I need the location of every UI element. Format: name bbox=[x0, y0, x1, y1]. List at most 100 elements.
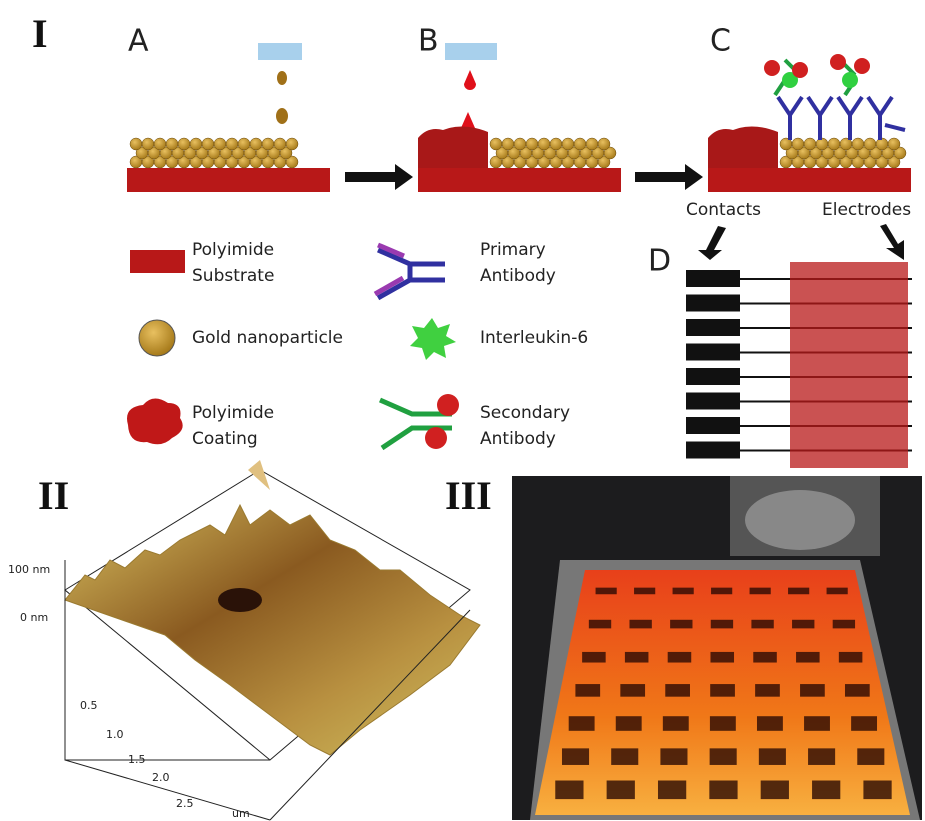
electrode-array bbox=[611, 748, 638, 765]
afm-image bbox=[65, 460, 480, 820]
contacts-label: Contacts bbox=[686, 200, 761, 220]
step-label: B bbox=[418, 24, 439, 59]
z-label: 100 nm bbox=[8, 563, 50, 576]
unit-label: um bbox=[232, 807, 250, 820]
legend-label: Substrate bbox=[192, 266, 274, 286]
electrodes-label: Electrodes bbox=[822, 200, 911, 220]
gold-particle bbox=[490, 138, 502, 150]
electrode-array bbox=[607, 781, 635, 800]
electrode-array bbox=[634, 588, 655, 595]
electrode-array bbox=[827, 588, 848, 595]
gold-particle bbox=[828, 138, 840, 150]
dispenser bbox=[258, 43, 497, 135]
contact-pad bbox=[686, 295, 740, 312]
electrode-array bbox=[709, 781, 737, 800]
electrode-array bbox=[625, 652, 649, 663]
electrode-array bbox=[755, 684, 780, 697]
contact-pad bbox=[686, 417, 740, 434]
electrode-array bbox=[833, 620, 855, 629]
legend-label: Interleukin-6 bbox=[480, 328, 588, 348]
electrode-diagram bbox=[686, 224, 912, 468]
gold-particle bbox=[214, 138, 226, 150]
legend-label: Polyimide bbox=[192, 240, 274, 260]
electrode-array bbox=[711, 620, 733, 629]
electrode-array bbox=[759, 748, 786, 765]
electrode-array bbox=[792, 620, 814, 629]
gold-particle bbox=[286, 138, 298, 150]
gold-particle bbox=[250, 138, 262, 150]
gold-particle bbox=[538, 138, 550, 150]
electrode-array bbox=[753, 652, 777, 663]
photo bbox=[512, 476, 922, 820]
electrode-array bbox=[711, 588, 732, 595]
step-label: A bbox=[128, 24, 149, 59]
electrode-array bbox=[851, 716, 877, 731]
figure: I A B C D PolyimideSubstratePrimaryAntib… bbox=[0, 0, 925, 821]
legend-label: Polyimide bbox=[192, 403, 274, 423]
electrode-array bbox=[857, 748, 884, 765]
electrode-array bbox=[750, 588, 771, 595]
electrode-array bbox=[751, 620, 773, 629]
x-label: 1.0 bbox=[106, 728, 124, 741]
gold-particle bbox=[852, 138, 864, 150]
electrode-array bbox=[710, 748, 737, 765]
electrode-array bbox=[620, 684, 645, 697]
gold-particle bbox=[202, 138, 214, 150]
electrode-array bbox=[863, 781, 891, 800]
electrode-array bbox=[710, 652, 734, 663]
electrode-array bbox=[788, 588, 809, 595]
electrode-array bbox=[710, 684, 735, 697]
gold-particle bbox=[792, 138, 804, 150]
panel-label: III bbox=[445, 473, 492, 518]
electrode-array bbox=[562, 748, 589, 765]
x-label: 1.5 bbox=[128, 753, 146, 766]
legend-label: Primary bbox=[480, 240, 546, 260]
electrode-array bbox=[808, 748, 835, 765]
electrode-array bbox=[660, 748, 687, 765]
electrode-array bbox=[616, 716, 642, 731]
gold-particle bbox=[238, 138, 250, 150]
electrode-array bbox=[658, 781, 686, 800]
contact-pad bbox=[686, 393, 740, 410]
electrode-array bbox=[582, 652, 606, 663]
contact-pad bbox=[686, 270, 740, 287]
x-label: 0.5 bbox=[80, 699, 98, 712]
legend-label: Coating bbox=[192, 429, 258, 449]
gold-particle bbox=[142, 138, 154, 150]
gold-particle bbox=[262, 138, 274, 150]
antibodies bbox=[764, 54, 905, 140]
contact-pad bbox=[686, 368, 740, 385]
electrode-array bbox=[710, 716, 736, 731]
electrode-array bbox=[665, 684, 690, 697]
gold-particle bbox=[178, 138, 190, 150]
electrode-array bbox=[596, 588, 617, 595]
electrode-array bbox=[800, 684, 825, 697]
gold-particle bbox=[598, 138, 610, 150]
panel-label: II bbox=[38, 473, 69, 518]
electrode-array bbox=[668, 652, 692, 663]
gold-particle bbox=[586, 138, 598, 150]
gold-particle bbox=[888, 138, 900, 150]
substrates bbox=[127, 126, 911, 192]
gold-particle bbox=[130, 138, 142, 150]
electrode-array bbox=[812, 781, 840, 800]
contact-pad bbox=[686, 319, 740, 336]
electrode-array bbox=[761, 781, 789, 800]
gold-particle bbox=[166, 138, 178, 150]
gold-particle bbox=[154, 138, 166, 150]
gold-particle bbox=[550, 138, 562, 150]
electrode-array bbox=[757, 716, 783, 731]
gold-particle bbox=[274, 138, 286, 150]
gold-particle bbox=[562, 138, 574, 150]
gold-particle bbox=[514, 138, 526, 150]
gold-particle bbox=[502, 138, 514, 150]
electrode-array bbox=[629, 620, 651, 629]
electrode-array bbox=[589, 620, 611, 629]
electrode-array bbox=[670, 620, 692, 629]
electrode-array bbox=[555, 781, 583, 800]
electrode-array bbox=[804, 716, 830, 731]
gold-particle bbox=[526, 138, 538, 150]
step-label: C bbox=[710, 24, 731, 59]
electrode-array bbox=[575, 684, 600, 697]
legend-label: Secondary bbox=[480, 403, 570, 423]
